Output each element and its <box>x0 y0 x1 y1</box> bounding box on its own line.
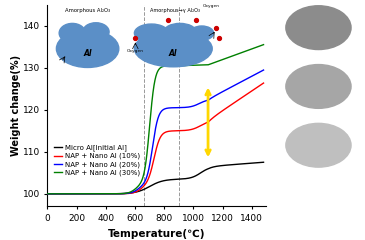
Ellipse shape <box>190 26 214 40</box>
Y-axis label: Weight change(%): Weight change(%) <box>11 55 21 156</box>
Ellipse shape <box>59 24 85 43</box>
X-axis label: Temperature(℃): Temperature(℃) <box>108 228 206 239</box>
Circle shape <box>286 65 351 108</box>
Text: Al: Al <box>83 49 92 58</box>
Text: Amorphous→γ Al₂O₃: Amorphous→γ Al₂O₃ <box>150 8 200 13</box>
Ellipse shape <box>134 24 169 42</box>
Text: Amorphous Al₂O₃: Amorphous Al₂O₃ <box>65 8 110 13</box>
Circle shape <box>286 123 351 167</box>
Legend: Micro Al[Initial Al], NAP + Nano Al (10%), NAP + Nano Al (20%), NAP + Nano Al (3: Micro Al[Initial Al], NAP + Nano Al (10%… <box>51 142 143 179</box>
Ellipse shape <box>83 23 109 41</box>
Circle shape <box>286 6 351 49</box>
Text: Al: Al <box>168 49 177 58</box>
Text: Oxygen: Oxygen <box>203 4 220 8</box>
Ellipse shape <box>164 24 196 40</box>
Ellipse shape <box>56 30 119 67</box>
Text: Oxygen: Oxygen <box>127 49 144 53</box>
Ellipse shape <box>134 30 212 67</box>
